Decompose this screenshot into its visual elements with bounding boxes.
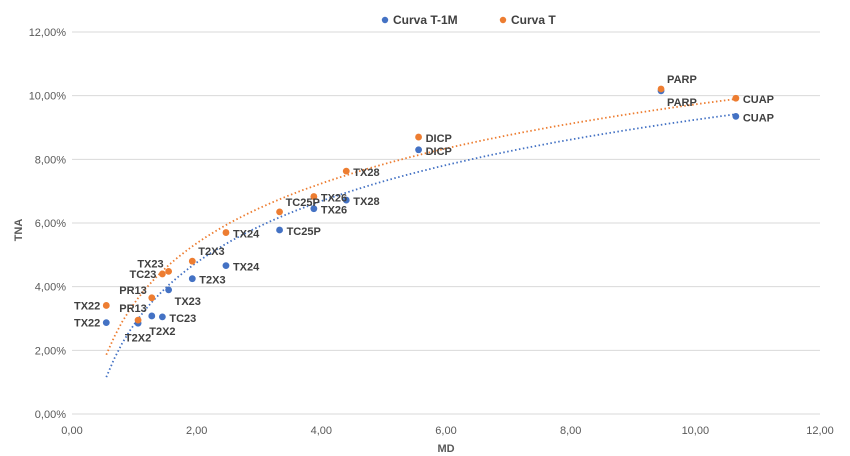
data-label-tc25p: TC25P — [287, 226, 321, 238]
point-curva-t-cuap — [732, 94, 740, 102]
point-curva-t-1m-tc23 — [158, 313, 166, 321]
point-curva-t-tc25p — [276, 208, 283, 216]
legend-label-curva-t-1m: Curva T-1M — [393, 13, 458, 27]
data-label-tx28: TX28 — [353, 196, 379, 208]
data-label-tx26: TX26 — [321, 205, 347, 217]
point-curva-t-1m-pr13 — [148, 312, 156, 320]
data-label-tc23: TC23 — [129, 269, 156, 281]
legend: Curva T-1M Curva T — [381, 13, 556, 27]
x-tick-label: 8,00 — [560, 425, 581, 437]
point-curva-t-tx23 — [165, 267, 173, 275]
legend-marker-curva-t-1m — [381, 16, 389, 24]
data-label-pr13: PR13 — [119, 285, 147, 297]
y-tick-label: 10,00% — [29, 91, 67, 103]
point-curva-t-1m-tx26 — [310, 205, 318, 213]
point-curva-t-1m-tx24 — [222, 262, 230, 270]
data-label-tx28: TX28 — [353, 167, 379, 179]
data-label-tx26: TX26 — [321, 193, 347, 205]
data-label-tx24: TX24 — [233, 229, 260, 241]
data-label-cuap: CUAP — [743, 94, 774, 106]
y-tick-label: 2,00% — [35, 345, 66, 357]
x-axis-ticks: 0,00 2,00 4,00 6,00 8,00 10,00 12,00 — [61, 425, 833, 437]
x-tick-label: 4,00 — [311, 425, 332, 437]
gridlines — [72, 31, 820, 415]
data-label-tx23: TX23 — [175, 296, 201, 308]
point-curva-t-tx26 — [310, 193, 318, 200]
y-tick-label: 6,00% — [35, 218, 66, 230]
x-axis-title: MD — [437, 443, 454, 455]
point-curva-t-1m-tc25p — [276, 226, 283, 234]
data-label-tx24: TX24 — [233, 262, 260, 274]
data-points — [102, 85, 740, 327]
data-label-tc23: TC23 — [169, 313, 196, 325]
data-label-dicp: DICP — [426, 133, 452, 145]
data-label-parp: PARP — [667, 74, 697, 86]
y-axis-title: TNA — [13, 219, 25, 242]
x-tick-label: 2,00 — [186, 425, 207, 437]
legend-marker-curva-t — [499, 16, 507, 24]
data-label-tc25p: TC25P — [286, 197, 320, 209]
point-curva-t-dicp — [415, 133, 422, 141]
x-tick-label: 12,00 — [806, 425, 834, 437]
point-curva-t-tx28 — [342, 167, 350, 175]
point-curva-t-tc23 — [158, 270, 166, 278]
data-label-t2x3: T2X3 — [198, 246, 224, 258]
point-curva-t-pr13 — [148, 294, 156, 302]
legend-label-curva-t: Curva T — [511, 13, 556, 27]
point-curva-t-tx24 — [222, 229, 230, 236]
point-curva-t-1m-dicp — [415, 146, 422, 154]
y-tick-label: 0,00% — [35, 409, 66, 421]
y-tick-label: 8,00% — [35, 154, 66, 166]
point-curva-t-1m-cuap — [732, 112, 740, 120]
data-label-tx22: TX22 — [74, 300, 100, 312]
point-curva-t-1m-t2x3 — [188, 275, 196, 283]
point-curva-t-t2x2 — [134, 316, 142, 324]
data-label-dicp: DICP — [426, 146, 452, 158]
x-tick-label: 6,00 — [435, 425, 456, 437]
point-curva-t-1m-tx23 — [165, 286, 173, 294]
point-curva-t-t2x3 — [188, 257, 196, 265]
data-label-t2x3: T2X3 — [199, 275, 225, 287]
data-label-tx23: TX23 — [137, 258, 163, 270]
data-label-cuap: CUAP — [743, 112, 774, 124]
y-tick-label: 12,00% — [29, 27, 67, 39]
data-label-parp: PARP — [667, 97, 697, 109]
data-label-pr13: PR13 — [119, 303, 147, 315]
data-label-tx22: TX22 — [74, 318, 100, 330]
trendline-series-1 — [105, 98, 737, 356]
y-tick-label: 4,00% — [35, 282, 66, 294]
data-label-t2x2: T2X2 — [125, 332, 151, 344]
point-labels: TX22TX22T2X2T2X2PR13PR13TC23TC23TX23TX23… — [74, 74, 774, 344]
y-axis-ticks: 0,00% 2,00% 4,00% 6,00% 8,00% 10,00% 12,00% — [29, 27, 67, 421]
trendlines — [105, 98, 737, 378]
point-curva-t-parp — [657, 85, 665, 93]
point-curva-t-tx22 — [102, 302, 110, 309]
point-curva-t-1m-tx28 — [342, 196, 350, 204]
x-tick-label: 0,00 — [61, 425, 82, 437]
point-curva-t-1m-tx22 — [102, 319, 110, 327]
data-label-t2x2: T2X2 — [149, 326, 175, 338]
x-tick-label: 10,00 — [682, 425, 710, 437]
